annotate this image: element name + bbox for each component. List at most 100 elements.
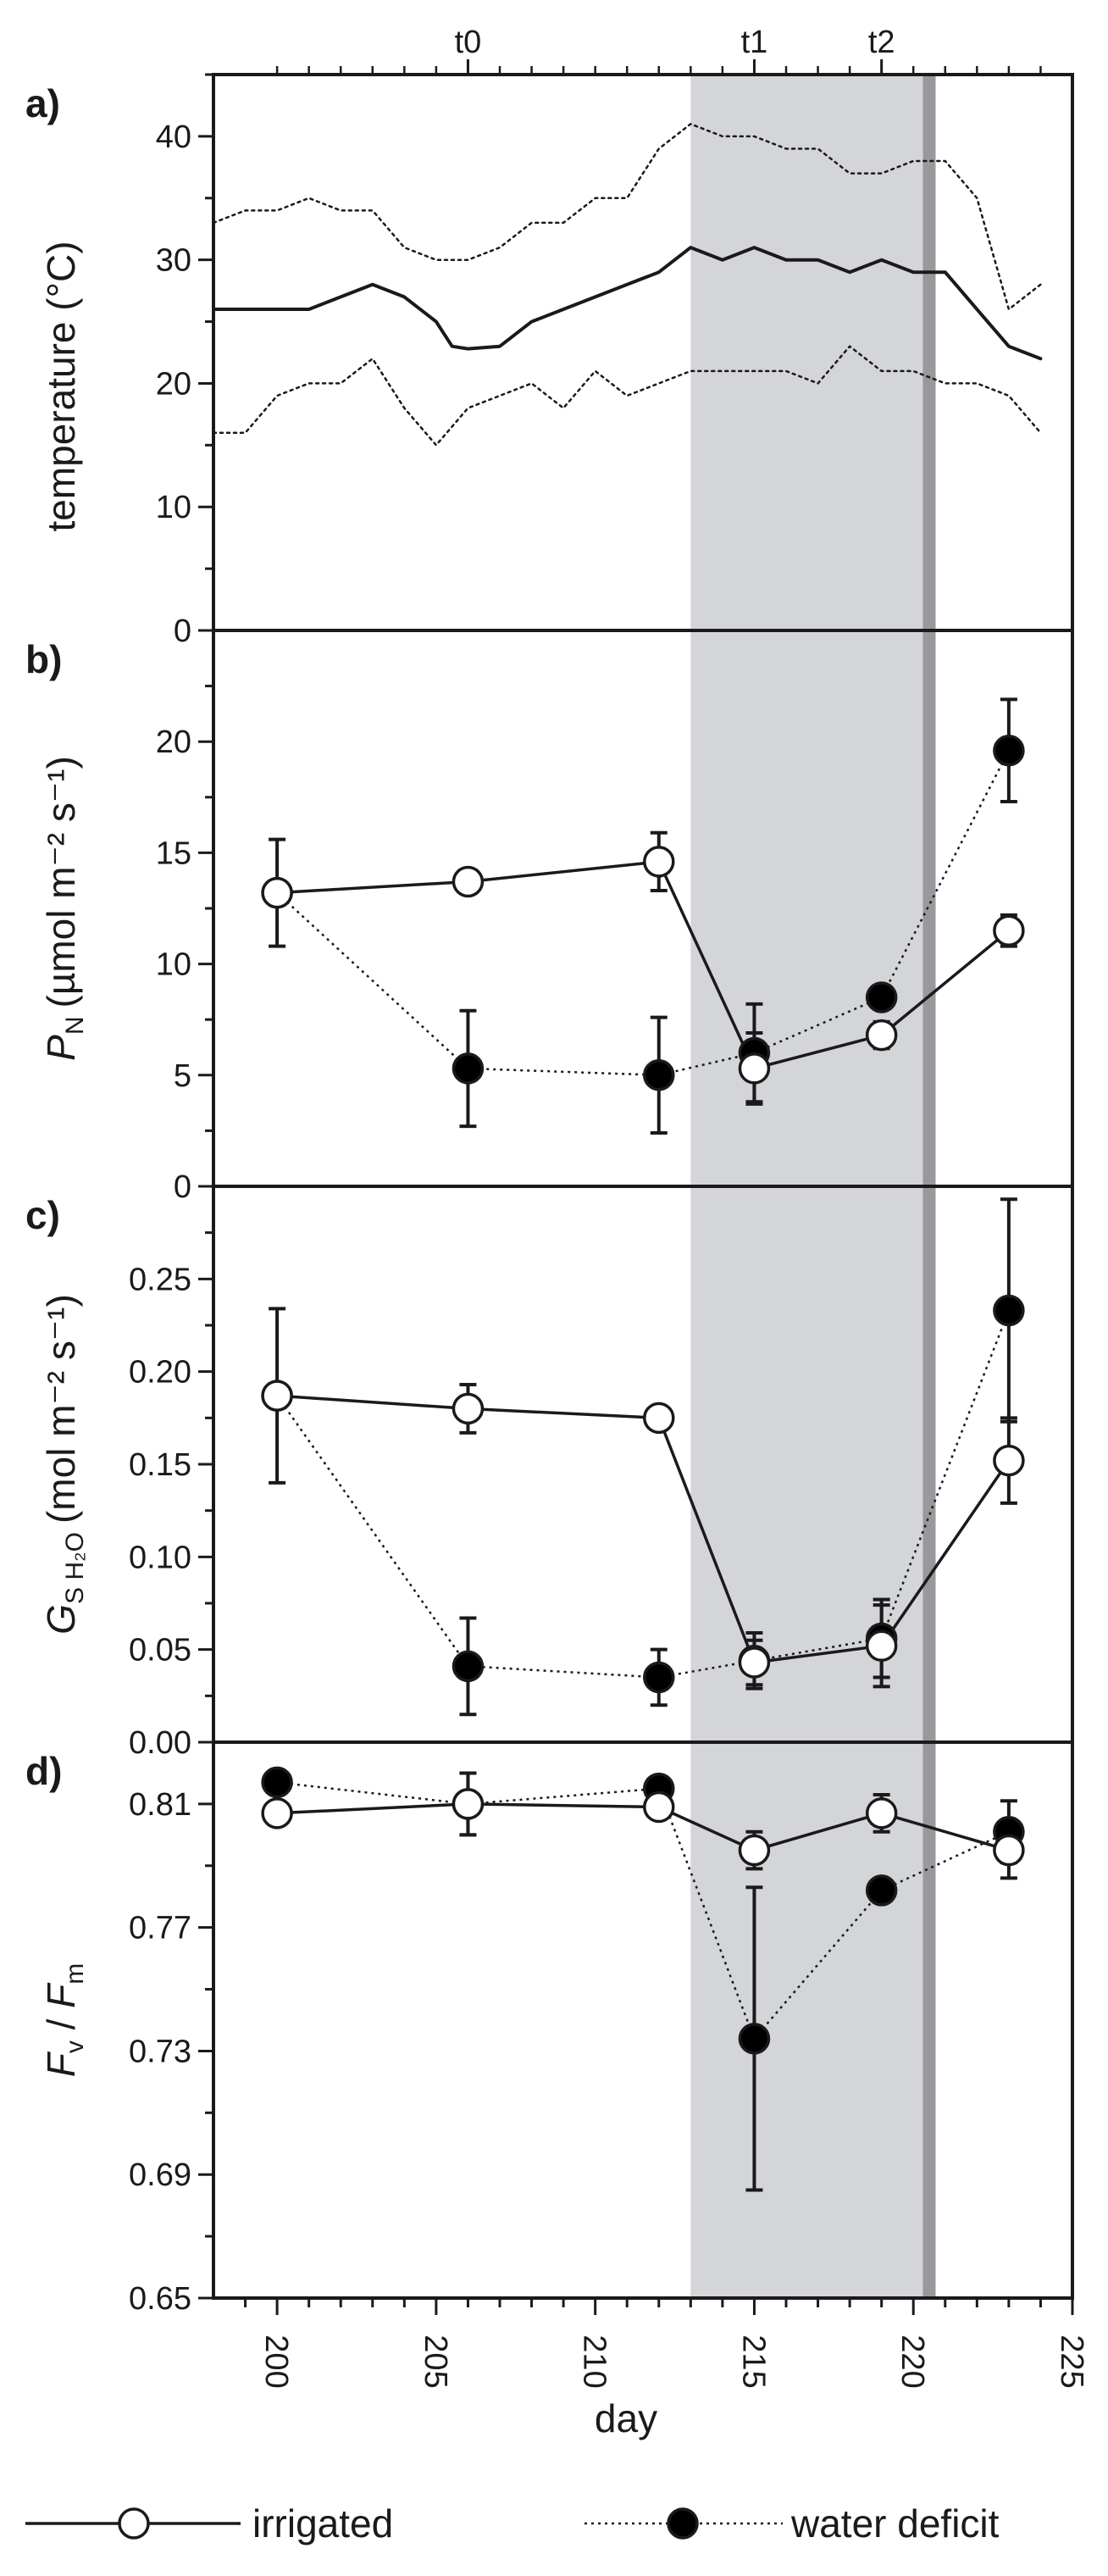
panel-a: 0 10 20 30 40 temperature (°C) a) xyxy=(25,73,1074,649)
panel-d: 0.65 0.69 0.73 0.77 0.81 Fv / Fm d) xyxy=(25,1740,1074,2317)
legend-irrigated-label: irrigated xyxy=(252,2501,393,2545)
ylabel-symbol: F xyxy=(39,2051,83,2077)
ylabel-unit: (mol m⁻² s⁻¹) xyxy=(39,1294,83,1524)
plot-frame xyxy=(212,1185,1074,1744)
y-tick-label: 0 xyxy=(174,613,191,649)
water-deficit-point xyxy=(452,1052,485,1085)
y-tick-label: 40 xyxy=(156,119,191,155)
water-deficit-point xyxy=(643,1661,675,1694)
y-axis-title: PN (µmol m⁻² s⁻¹) xyxy=(39,756,89,1061)
y-tick-label: 10 xyxy=(156,947,191,983)
water-deficit-point xyxy=(993,734,1025,767)
water-deficit-point xyxy=(738,2023,771,2055)
y-tick-label: 0.69 xyxy=(129,2157,191,2193)
y-tick-label: 0.73 xyxy=(129,2034,191,2069)
irrigated-point xyxy=(261,876,293,909)
ylabel-symbol: G xyxy=(39,1604,83,1635)
irrigated-line xyxy=(276,860,1011,1070)
irrigated-point xyxy=(261,1380,293,1412)
irrigated-point xyxy=(643,846,675,878)
water-deficit-point xyxy=(865,1874,898,1907)
x-tick-label: 200 xyxy=(258,2334,294,2388)
irrigated-point xyxy=(993,1444,1025,1477)
y-tick-label: 0.20 xyxy=(129,1355,191,1391)
top-marker-label: t0 xyxy=(455,25,482,60)
panel-letter: b) xyxy=(25,637,62,681)
water-deficit-point xyxy=(261,1766,293,1799)
irrigated-point xyxy=(452,1788,485,1820)
plot-frame xyxy=(212,629,1074,1188)
panel-c: 0.00 0.05 0.10 0.15 0.20 0.25 GS H₂O (mol m⁻² s… xyxy=(25,1185,1074,1761)
water-deficit-point xyxy=(993,1294,1025,1327)
irrigated-line xyxy=(277,1802,1010,1852)
x-tick-label: 205 xyxy=(418,2334,453,2388)
y-axis-title: GS H₂O (mol m⁻² s⁻¹) xyxy=(39,1294,89,1635)
y-tick-label: 5 xyxy=(174,1058,191,1094)
water-deficit-point xyxy=(452,1650,485,1683)
y-tick-label: 0.65 xyxy=(129,2281,191,2317)
ylabel-subscript: N xyxy=(61,1016,89,1035)
water-deficit-point xyxy=(643,1059,675,1091)
legend-water-deficit-label: water deficit xyxy=(790,2501,1000,2545)
temperature-min-line xyxy=(212,345,1042,447)
y-tick-label: 15 xyxy=(156,836,191,871)
water-deficit-line xyxy=(276,1781,1010,2041)
irrigated-point xyxy=(452,865,485,898)
x-tick-label: 225 xyxy=(1054,2334,1089,2388)
y-tick-label: 0.10 xyxy=(129,1540,191,1575)
x-tick-label: 215 xyxy=(735,2334,771,2388)
temperature-mean-line xyxy=(212,246,1043,361)
irrigated-point xyxy=(643,1402,675,1435)
y-axis-title: Fv / Fm xyxy=(39,1963,89,2078)
ylabel-subscript: v xyxy=(61,2040,89,2053)
water-deficit-line xyxy=(276,1310,1011,1679)
y-axis-title: temperature (°C) xyxy=(39,241,83,531)
legend: irrigated water deficit xyxy=(25,2501,1000,2545)
x-axis-title: day xyxy=(595,2396,657,2440)
irrigated-point xyxy=(738,1646,771,1679)
panel-letter: d) xyxy=(25,1749,62,1793)
y-tick-label: 20 xyxy=(156,366,191,402)
irrigated-point xyxy=(865,1019,898,1052)
y-tick-label: 0 xyxy=(174,1169,191,1205)
ylabel-slash: / xyxy=(39,2008,83,2040)
x-tick-label: 210 xyxy=(577,2334,612,2388)
y-tick-label: 0.00 xyxy=(129,1725,191,1761)
ylabel-subscript: S H₂O xyxy=(61,1532,89,1604)
irrigated-point xyxy=(261,1797,293,1829)
irrigated-point xyxy=(738,1834,771,1867)
irrigated-point xyxy=(993,1834,1025,1867)
y-tick-label: 0.77 xyxy=(129,1911,191,1946)
temperature-max-line xyxy=(212,123,1042,311)
irrigated-line xyxy=(276,1394,1011,1664)
panels: 0 10 20 30 40 temperature (°C) a) 0 5 10 15 20 PN (µm… xyxy=(25,73,1074,2317)
irrigated-point xyxy=(865,1797,898,1829)
ylabel-symbol-2: F xyxy=(39,1982,83,2008)
irrigated-point xyxy=(643,1790,675,1824)
plot-frame xyxy=(212,1740,1074,2300)
y-tick-label: 0.25 xyxy=(129,1262,191,1297)
y-tick-label: 0.81 xyxy=(129,1787,191,1823)
irrigated-point xyxy=(865,1629,898,1663)
ylabel-unit: (µmol m⁻² s⁻¹) xyxy=(39,756,83,1008)
panel-letter: a) xyxy=(25,81,60,125)
y-tick-label: 0.15 xyxy=(129,1447,191,1483)
water-deficit-line xyxy=(276,750,1011,1077)
y-tick-label: 0.05 xyxy=(129,1633,191,1668)
ylabel-subscript-2: m xyxy=(61,1963,89,1985)
plot-frame xyxy=(212,73,1074,632)
water-deficit-point xyxy=(865,981,898,1013)
y-tick-label: 10 xyxy=(156,490,191,525)
irrigated-point xyxy=(738,1052,771,1085)
panel-letter: c) xyxy=(25,1193,60,1237)
top-marker-label: t2 xyxy=(868,25,895,60)
ylabel-symbol: P xyxy=(39,1035,83,1061)
bottom-axis: 200 205 210 215 220 225 day xyxy=(244,2298,1089,2440)
top-marker-label: t1 xyxy=(741,25,768,60)
y-tick-label: 30 xyxy=(156,243,191,279)
legend-water-deficit-marker xyxy=(667,2507,699,2540)
x-tick-label: 220 xyxy=(895,2334,930,2388)
irrigated-point xyxy=(993,914,1025,947)
top-axis: t0 t1 t2 xyxy=(275,25,1042,75)
